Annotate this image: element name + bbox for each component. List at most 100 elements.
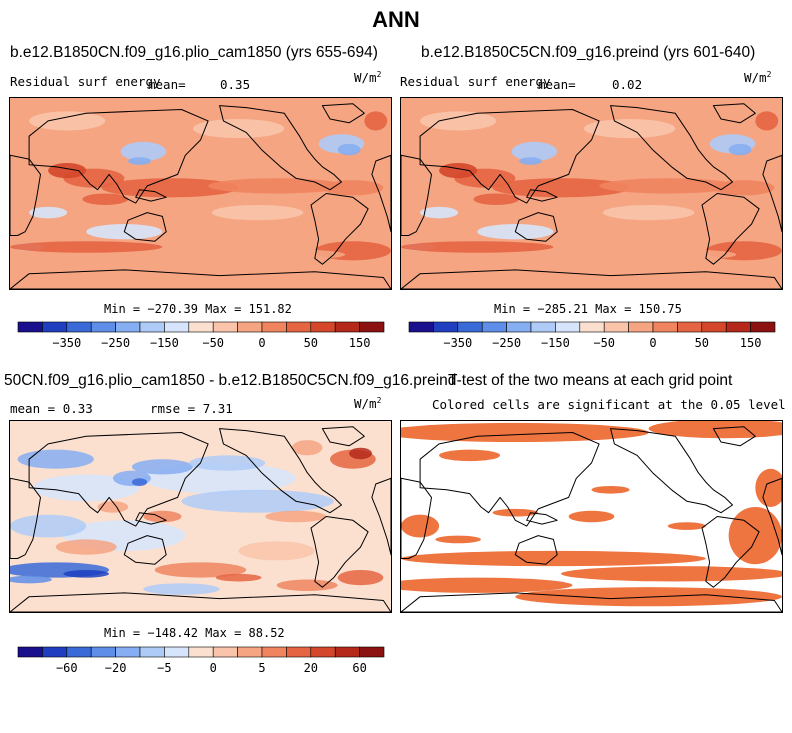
colorbar-tick-label: −150 xyxy=(150,336,179,350)
significant-cells xyxy=(648,421,782,439)
coastline xyxy=(219,428,342,514)
panel1-field-label: Residual surf energy xyxy=(10,74,161,89)
colorbar-swatch xyxy=(164,321,190,333)
diff-contour-cell xyxy=(10,514,87,538)
coastline xyxy=(419,109,600,204)
colorbar-tick-label: 0 xyxy=(210,661,217,675)
diff-contour-cell xyxy=(97,501,129,513)
colorbar-tick-label: 0 xyxy=(258,336,265,350)
colorbar-swatch xyxy=(66,321,92,333)
coastline xyxy=(135,512,167,525)
coastline xyxy=(310,193,369,265)
coastline xyxy=(123,212,167,242)
colorbar-tick-label: −250 xyxy=(492,336,521,350)
significant-cells xyxy=(435,535,482,544)
panel1-colorbar: −350 −250 −150 −50 0 50 150 xyxy=(17,321,385,352)
field-contour-cell xyxy=(208,248,346,261)
significant-cells xyxy=(561,566,782,582)
panel3-mean: mean = 0.33 xyxy=(10,401,93,416)
coastline xyxy=(321,426,365,447)
colorbar-swatch xyxy=(286,646,312,658)
panel1-mean-value: 0.35 xyxy=(220,77,251,92)
significant-cells xyxy=(667,522,706,530)
panel3-map-svg xyxy=(10,421,391,612)
diff-contour-cell xyxy=(154,562,247,578)
panel3-colorbar: −60 −20 −5 0 5 20 60 xyxy=(17,646,385,677)
coastline xyxy=(401,592,782,612)
coastline xyxy=(762,154,782,233)
colorbar-tick-label: −60 xyxy=(56,661,78,675)
panel2-case-title: b.e12.B1850C5CN.f09_g16.preind (yrs 601-… xyxy=(421,44,756,61)
significant-cells xyxy=(591,485,630,494)
colorbar-swatch xyxy=(481,321,507,333)
panel2-units: W/m2 xyxy=(744,70,772,86)
panel1-colorbar-svg: −350 −250 −150 −50 0 50 150 xyxy=(17,321,385,350)
diff-contour-cell xyxy=(215,573,262,582)
panel3-minmax: Min = −148.42 Max = 88.52 xyxy=(104,626,285,640)
colorbar-swatch xyxy=(90,321,116,333)
coastline xyxy=(310,516,369,588)
colorbar-swatch xyxy=(579,321,605,333)
colorbar-swatch xyxy=(212,646,238,658)
coastline xyxy=(219,105,342,191)
field-contour-cell xyxy=(599,178,737,194)
coastline xyxy=(10,477,41,559)
field-contour-cell xyxy=(599,248,737,261)
colorbar-tick-label: −150 xyxy=(541,336,570,350)
coastline xyxy=(610,105,733,191)
panel2-map xyxy=(400,97,783,290)
field-contour-cell xyxy=(553,222,668,242)
colorbar-swatch xyxy=(457,321,483,333)
panel2-map-svg xyxy=(401,98,782,289)
field-contour-cell xyxy=(519,157,542,165)
colorbar-swatch xyxy=(42,646,68,658)
colorbar-swatch xyxy=(408,321,434,333)
field-contour-cell xyxy=(322,180,384,196)
colorbar-swatch xyxy=(677,321,703,333)
coastline xyxy=(526,512,558,525)
coastline xyxy=(762,477,782,556)
field-contour-cell xyxy=(602,204,695,221)
colorbar-swatch xyxy=(359,646,385,658)
diff-contour-cell xyxy=(143,583,220,595)
coastline xyxy=(10,592,391,612)
colorbar-tick-label: −350 xyxy=(443,336,472,350)
field-contour-cell xyxy=(128,157,151,165)
coastline xyxy=(419,432,600,527)
significant-cells xyxy=(492,508,539,517)
field-contour-cell xyxy=(492,178,630,198)
colorbar-swatch xyxy=(359,321,385,333)
coastline xyxy=(701,193,760,265)
panel1-map-svg xyxy=(10,98,391,289)
colorbar-tick-label: −250 xyxy=(101,336,130,350)
panel1-map xyxy=(9,97,392,290)
colorbar-swatch xyxy=(652,321,678,333)
colorbar-tick-label: 150 xyxy=(740,336,762,350)
field-contour-cell xyxy=(364,111,388,131)
significant-cells xyxy=(401,422,649,443)
colorbar-tick-label: −350 xyxy=(52,336,81,350)
panel4-subtitle: Colored cells are significant at the 0.0… xyxy=(432,397,786,412)
significant-cells xyxy=(568,510,615,523)
field-contour-cell xyxy=(162,222,277,242)
field-contour-cell xyxy=(120,141,167,162)
coastline xyxy=(321,103,365,124)
colorbar-tick-label: 60 xyxy=(352,661,366,675)
colorbar-swatch xyxy=(90,646,116,658)
panel3-units: W/m2 xyxy=(354,396,382,412)
field-contour-cell xyxy=(82,193,129,205)
coastline xyxy=(401,154,432,236)
panel4-map-svg xyxy=(401,421,782,612)
coastline xyxy=(610,428,733,514)
coastline xyxy=(10,154,41,236)
coastline xyxy=(712,103,756,124)
significant-cells xyxy=(401,577,573,593)
field-contour-cell xyxy=(439,162,478,179)
panel2-minmax: Min = −285.21 Max = 150.75 xyxy=(494,302,682,316)
diff-contour-cell xyxy=(10,575,52,584)
field-contour-cell xyxy=(101,178,239,198)
colorbar-swatch xyxy=(212,321,238,333)
field-contour-cell xyxy=(511,141,558,162)
coastline xyxy=(401,477,432,559)
colorbar-tick-label: 0 xyxy=(649,336,656,350)
